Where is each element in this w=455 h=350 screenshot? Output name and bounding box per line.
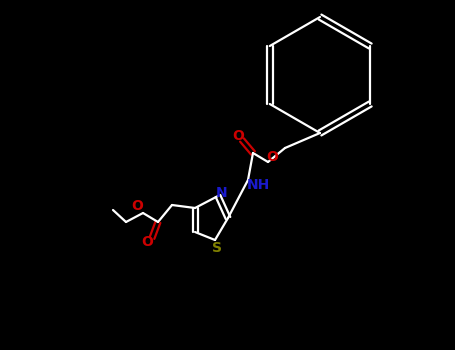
- Text: O: O: [141, 235, 153, 249]
- Text: O: O: [131, 199, 143, 213]
- Text: NH: NH: [246, 178, 270, 192]
- Text: N: N: [216, 186, 228, 200]
- Text: O: O: [232, 129, 244, 143]
- Text: O: O: [266, 150, 278, 164]
- Text: S: S: [212, 241, 222, 255]
